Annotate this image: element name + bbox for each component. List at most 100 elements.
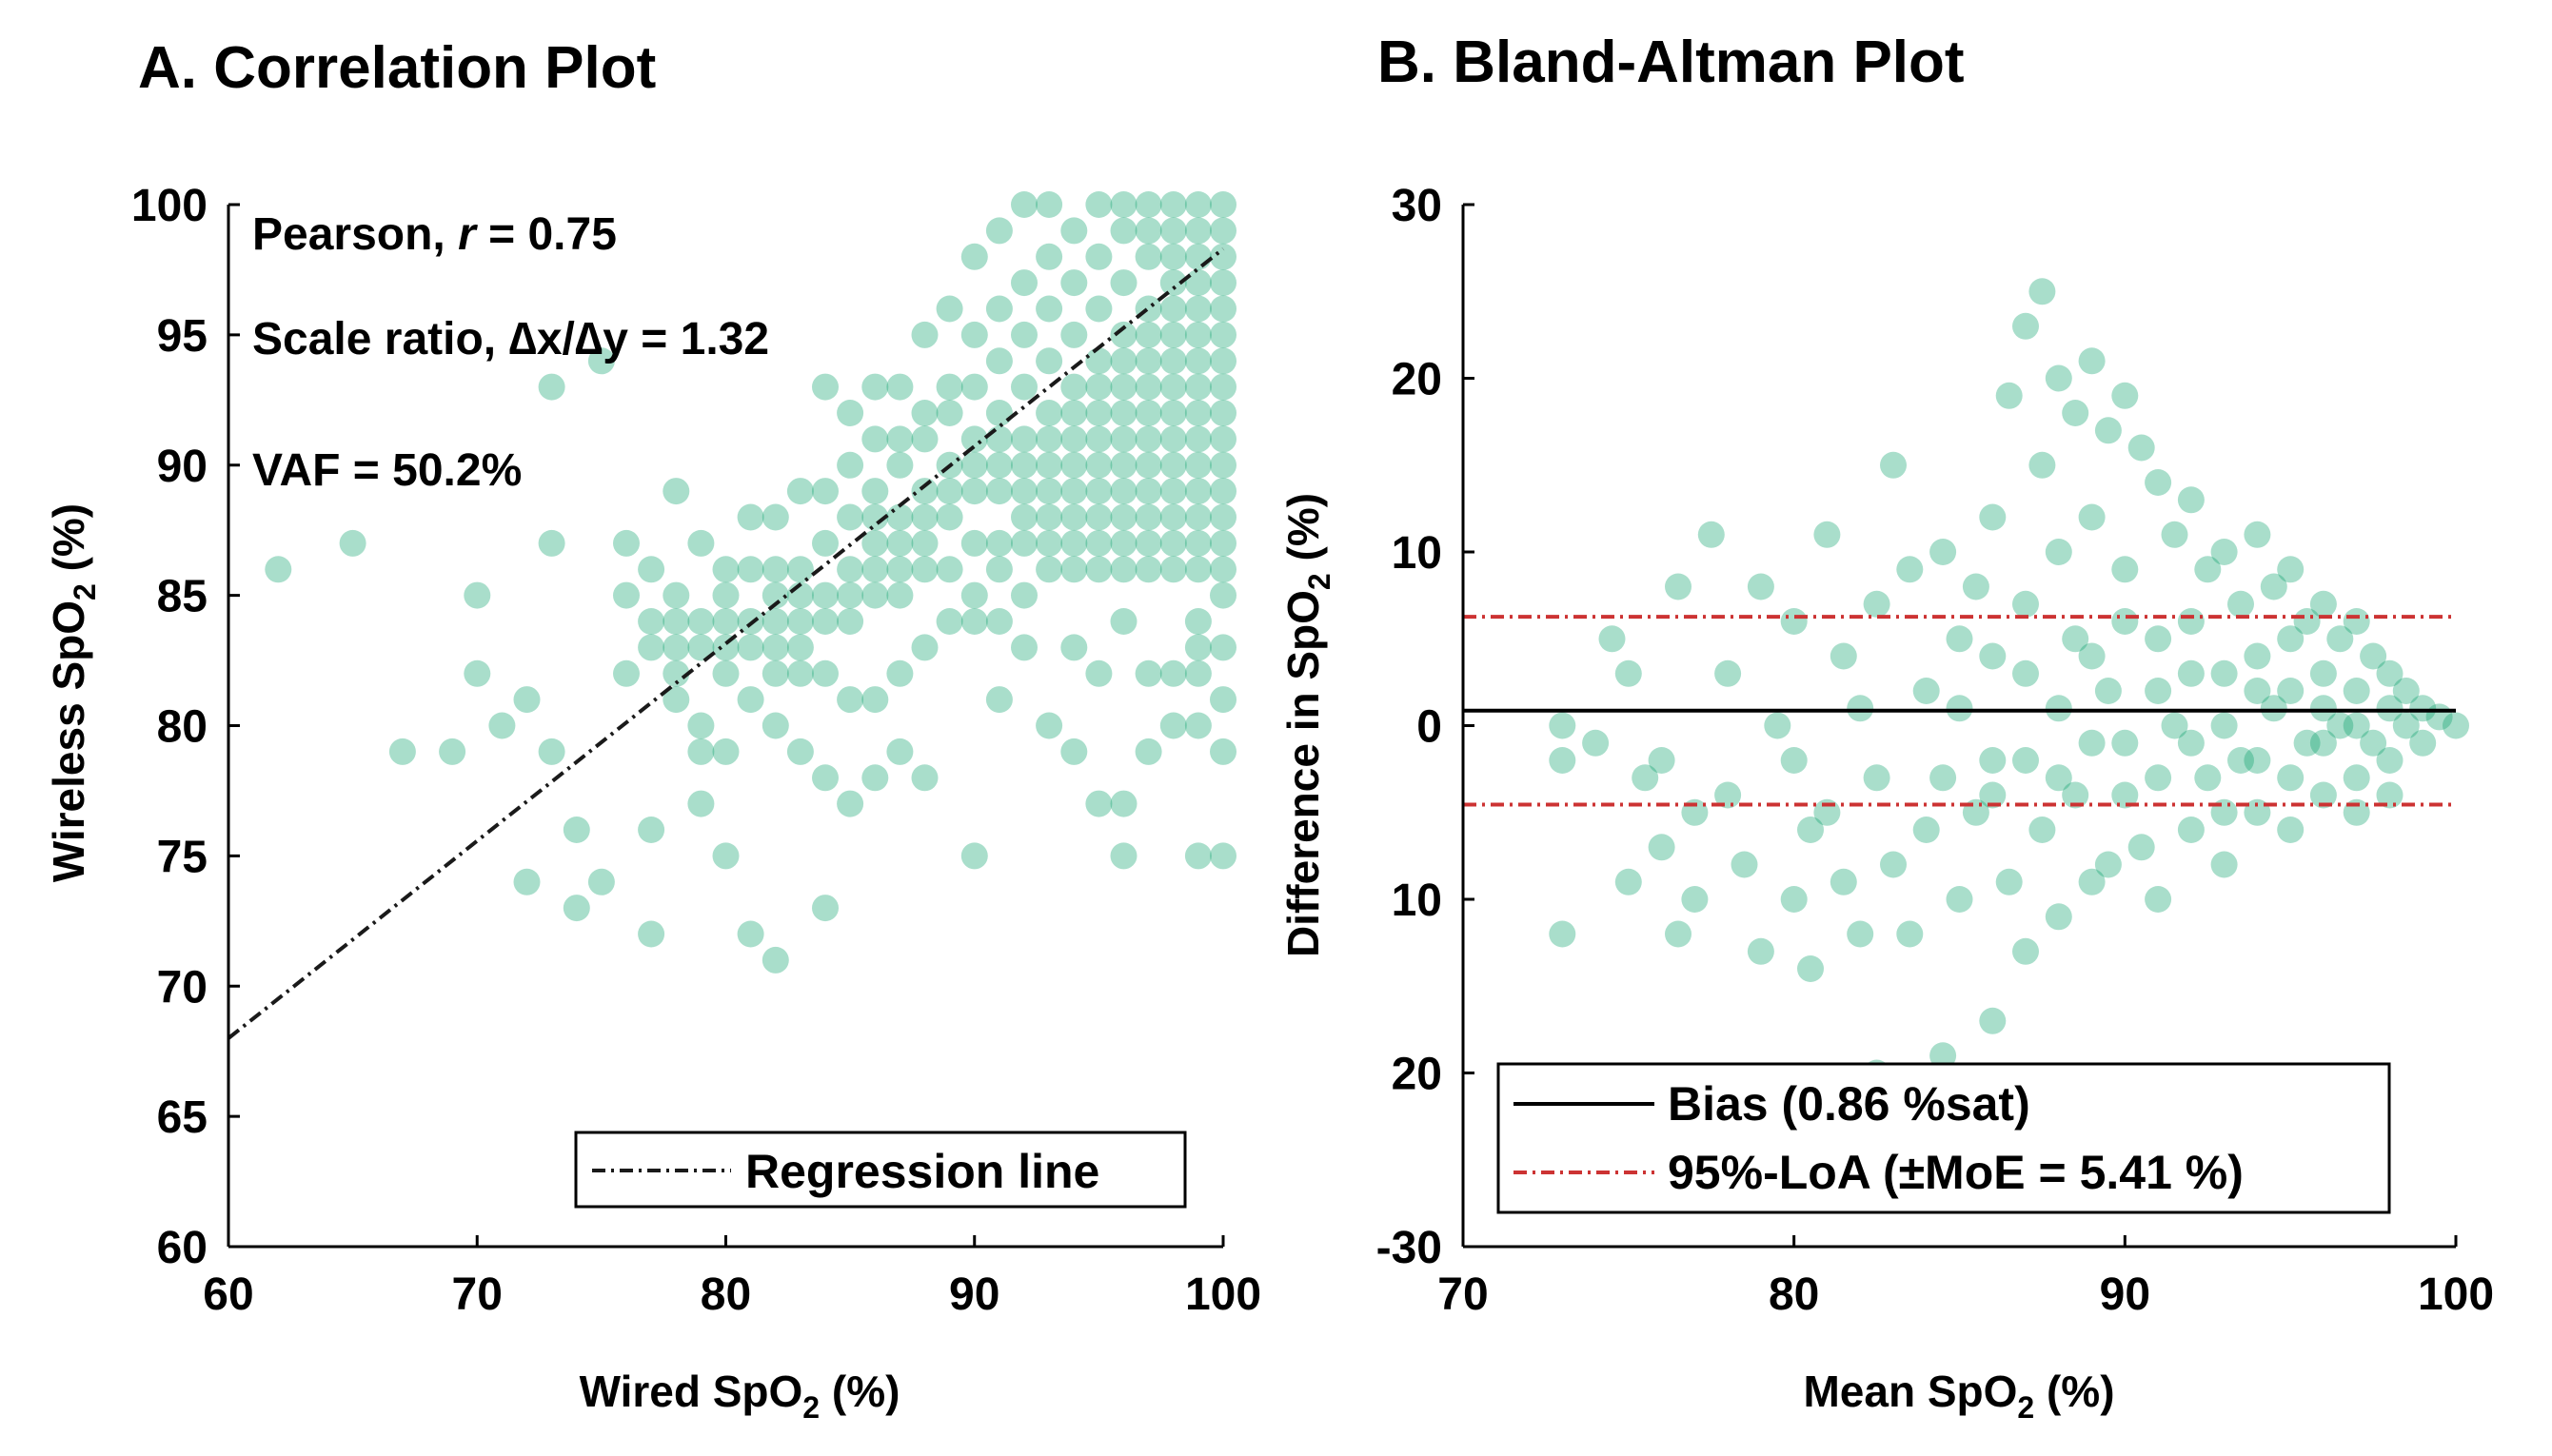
scatter-point <box>1210 842 1236 870</box>
scatter-point <box>2343 608 2370 635</box>
scatter-point <box>663 581 690 609</box>
scatter-point <box>2277 625 2305 653</box>
scatter-point <box>762 946 789 974</box>
scatter-point <box>2376 659 2404 687</box>
scatter-point <box>2062 625 2089 653</box>
y-tick-label: 95 <box>157 311 208 362</box>
scatter-point <box>687 634 715 661</box>
scatter-point <box>1085 347 1113 375</box>
scatter-point <box>1060 425 1088 453</box>
scatter-point <box>1582 729 1610 757</box>
scatter-point <box>861 478 889 505</box>
scatter-point <box>1780 886 1808 913</box>
scatter-point <box>2078 347 2106 375</box>
scatter-point <box>786 608 814 635</box>
scatter-point <box>2127 834 2155 861</box>
scatter-point <box>1210 347 1236 375</box>
panel-b-x-ticks: 70 80 90 100 <box>1437 1235 2494 1320</box>
scatter-point <box>1159 400 1187 426</box>
scatter-point <box>1210 373 1236 401</box>
scatter-point <box>1184 608 1212 635</box>
scatter-point <box>1011 191 1038 218</box>
scatter-point <box>1210 686 1236 714</box>
scatter-point <box>1135 529 1162 557</box>
scatter-point <box>2309 781 2337 809</box>
panel-a-legend: Regression line <box>574 1131 1187 1209</box>
scatter-point <box>1159 191 1187 218</box>
scatter-point <box>638 556 665 583</box>
scatter-point <box>1995 868 2023 895</box>
scatter-point <box>1135 373 1162 401</box>
scatter-point <box>1085 425 1113 453</box>
scatter-point <box>1060 634 1088 661</box>
scatter-point <box>812 581 839 609</box>
correlation-plot-panel: A. Correlation Plot 60 70 80 90 100 60 65 70 75… <box>44 35 1261 1425</box>
scatter-point <box>1159 269 1187 297</box>
scatter-point <box>1184 243 1212 270</box>
scatter-point <box>2094 851 2122 878</box>
scatter-point <box>2244 747 2271 774</box>
scatter-point <box>2177 659 2205 687</box>
scatter-point <box>488 712 516 739</box>
panel-b-legend: Bias (0.86 %sat) 95%-LoA (±MoE = 5.41 %) <box>1496 1062 2391 1214</box>
scatter-point <box>786 478 814 505</box>
scatter-point <box>960 451 988 479</box>
scatter-point <box>911 503 939 531</box>
scatter-point <box>1085 529 1113 557</box>
scatter-point <box>1979 747 2007 774</box>
scatter-point <box>985 608 1013 635</box>
x-tick-label: 70 <box>1437 1269 1488 1320</box>
scatter-point <box>1135 243 1162 270</box>
scatter-point <box>2078 868 2106 895</box>
scatter-point <box>1210 191 1236 218</box>
scatter-point <box>1110 321 1138 348</box>
scatter-point <box>1036 503 1063 531</box>
scatter-point <box>2326 625 2354 653</box>
panel-a-y-ticks: 60 65 70 75 80 85 90 95 100 <box>131 181 240 1273</box>
scatter-point <box>2309 659 2337 687</box>
scatter-point <box>1011 478 1038 505</box>
scatter-point <box>911 478 939 505</box>
y-tick-label: 70 <box>157 962 208 1013</box>
scatter-point <box>1210 556 1236 583</box>
scatter-point <box>1159 373 1187 401</box>
x-tick-label: 60 <box>203 1269 253 1320</box>
scatter-point <box>1159 295 1187 323</box>
scatter-point <box>960 842 988 870</box>
scatter-point <box>464 581 491 609</box>
scatter-point <box>737 634 764 661</box>
scatter-point <box>1110 608 1138 635</box>
scatter-point <box>1110 400 1138 426</box>
pearson-annotation: Pearson, r = 0.75 <box>252 209 617 260</box>
scatter-point <box>2012 312 2039 340</box>
scatter-point <box>2409 695 2437 722</box>
scatter-point <box>2210 539 2238 565</box>
scatter-point <box>861 373 889 401</box>
scatter-point <box>837 790 864 817</box>
scatter-point <box>985 425 1013 453</box>
scatter-point <box>1110 425 1138 453</box>
scatter-point <box>1135 451 1162 479</box>
scatter-point <box>1110 373 1138 401</box>
scatter-point <box>960 373 988 401</box>
y-tick-label: 60 <box>157 1223 208 1273</box>
scatter-point <box>886 581 914 609</box>
scatter-point <box>1036 243 1063 270</box>
scatter-point <box>1184 478 1212 505</box>
scatter-point <box>985 556 1013 583</box>
scatter-point <box>613 581 640 609</box>
scatter-point <box>663 686 690 714</box>
scatter-point <box>1036 478 1063 505</box>
panel-a-x-axis-title: Wired SpO2 (%) <box>580 1367 900 1425</box>
panel-a-x-ticks: 60 70 80 90 100 <box>203 1235 1261 1320</box>
scatter-point <box>2078 503 2106 531</box>
panel-b-title: B. Bland-Altman Plot <box>1377 30 1965 95</box>
scatter-point <box>1764 712 1791 739</box>
scatter-point <box>2343 712 2370 739</box>
scatter-point <box>638 817 665 843</box>
scatter-point <box>1946 886 1973 913</box>
scatter-point <box>1036 400 1063 426</box>
scatter-point <box>812 478 839 505</box>
scatter-point <box>2260 695 2287 722</box>
